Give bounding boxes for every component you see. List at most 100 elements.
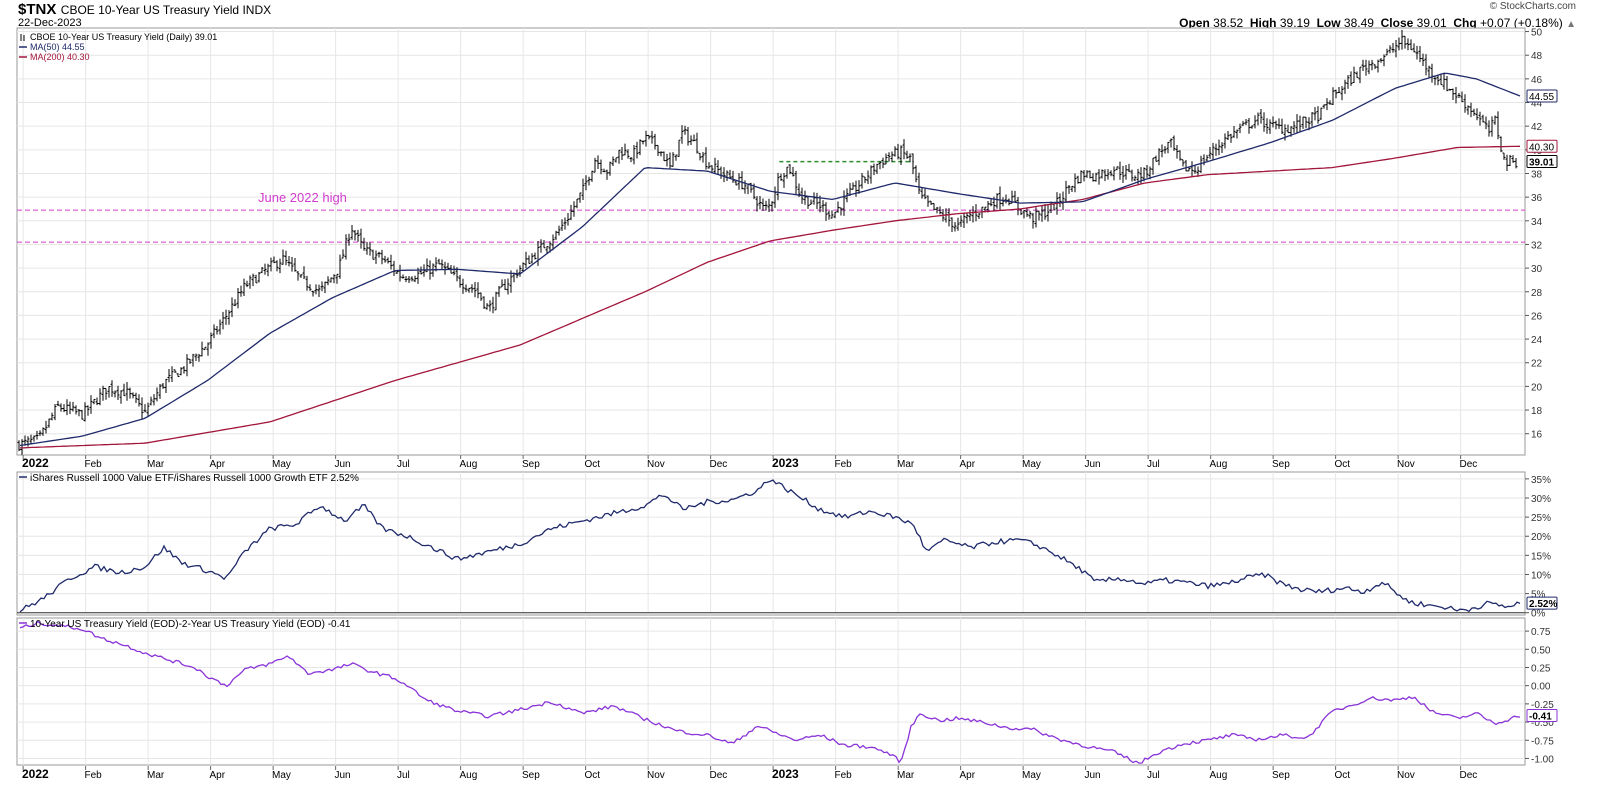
month-axis-top-label: Oct [1335, 459, 1351, 470]
close-value-tag: 39.01 [1526, 155, 1558, 169]
spread-axis-tick-label: 0.75 [1531, 627, 1551, 638]
month-axis-bottom-label: Sep [1272, 770, 1290, 781]
ma200-value-tag-text: 40.30 [1529, 142, 1554, 153]
ma50-value-tag-box [1526, 89, 1558, 103]
month-axis-bottom-label: Dec [1460, 770, 1478, 781]
spread-axis-tick-label: -0.75 [1531, 736, 1554, 747]
yield-axis-tick-label: 26 [1531, 311, 1543, 322]
value-growth-ratio-line [19, 479, 1521, 613]
yield-axis-tick-label: 30 [1531, 264, 1543, 275]
yield-spread-line [19, 620, 1521, 764]
yield-axis-tick-label: 42 [1531, 122, 1543, 133]
ratio-axis-tick-label: 25% [1531, 513, 1551, 524]
month-axis-bottom-label: Nov [1397, 770, 1415, 781]
close-value: 39.01 [1416, 16, 1447, 30]
month-axis-bottom-label: Aug [1210, 770, 1228, 781]
high-value: 39.19 [1279, 16, 1310, 30]
month-axis-top-label: Feb [835, 459, 853, 470]
high-label: High [1249, 16, 1277, 30]
month-axis-top-label: Aug [460, 459, 478, 470]
month-axis-top-label: Mar [897, 459, 915, 470]
month-axis-bottom-label: May [1022, 770, 1041, 781]
legend-entry: MA(200) 40.30 [30, 52, 90, 62]
month-axis-bottom-label: Oct [585, 770, 601, 781]
month-axis-top-label: 2022 [22, 456, 49, 470]
month-axis-top-label: Nov [1397, 459, 1415, 470]
symbol-title: $TNX CBOE 10-Year US Treasury Yield INDX [18, 1, 271, 19]
month-axis-bottom-label: Feb [85, 770, 103, 781]
ma200-value-tag: 40.30 [1526, 139, 1558, 153]
ratio-value-tag-box [1526, 596, 1558, 610]
june-2022-high-annotation: June 2022 high [258, 190, 347, 205]
yield-axis-tick-label: 20 [1531, 382, 1543, 393]
panel-frame [16, 617, 1526, 766]
ticker-symbol: $TNX [18, 1, 57, 18]
yield-axis-tick-label: 24 [1531, 335, 1543, 346]
open-value: 38.52 [1213, 16, 1244, 30]
yield-axis-tick-label: 16 [1531, 430, 1543, 441]
month-axis-top-label: May [1022, 459, 1041, 470]
month-axis-bottom-label: Apr [960, 770, 976, 781]
yield-axis-tick-label: 34 [1531, 217, 1543, 228]
chg-value: +0.07 (+0.18%) [1480, 16, 1563, 30]
change-up-arrow-icon: ▲ [1566, 19, 1576, 30]
ratio-axis-tick-label: 20% [1531, 532, 1551, 543]
low-value: 38.49 [1343, 16, 1374, 30]
spread-value-tag-box [1526, 709, 1558, 723]
month-axis-bottom-label: Feb [835, 770, 853, 781]
month-axis-top-label: Jun [335, 459, 351, 470]
legend-entry: MA(50) 44.55 [30, 42, 85, 52]
month-axis-bottom-label: Aug [460, 770, 478, 781]
ratio-axis-tick-label: 10% [1531, 570, 1551, 581]
yield-axis-tick-label: 48 [1531, 51, 1543, 62]
yield-axis-tick-label: 32 [1531, 240, 1543, 251]
month-axis-top-label: Dec [710, 459, 728, 470]
price-legend: CBOE 10-Year US Treasury Yield (Daily) 3… [19, 32, 217, 62]
panel-2 [16, 471, 1526, 616]
panel-frame [16, 471, 1526, 616]
month-axis-bottom-label: Jul [1147, 770, 1160, 781]
ratio-value-tag-text: 2.52% [1529, 599, 1557, 610]
spread-panel-title: 10-Year US Treasury Yield (EOD)-2-Year U… [30, 619, 351, 630]
yield-axis-tick-label: 44 [1531, 99, 1543, 110]
month-axis-top-label: Feb [85, 459, 103, 470]
ratio-axis-tick-label: 35% [1531, 475, 1551, 486]
ma50-value-tag-text: 44.55 [1529, 92, 1554, 103]
chg-label: Chg [1453, 16, 1477, 30]
close-value-tag-box [1526, 155, 1558, 169]
low-label: Low [1316, 16, 1341, 30]
ticker-description: CBOE 10-Year US Treasury Yield INDX [60, 3, 272, 17]
yield-axis-tick-label: 18 [1531, 406, 1543, 417]
spread-axis-tick-label: -0.50 [1531, 718, 1554, 729]
month-axis-top-label: Apr [960, 459, 976, 470]
month-axis-bottom-label: 2022 [22, 767, 49, 781]
ohlc-summary: Open 38.52 High 39.19 Low 38.49 Close 39… [1179, 16, 1576, 30]
month-axis-top-label: Jul [1147, 459, 1160, 470]
month-axis-top-label: Mar [147, 459, 165, 470]
ma200-line [19, 145, 1521, 449]
panel-3 [16, 617, 1526, 766]
month-axis-bottom-label: Apr [210, 770, 226, 781]
month-axis-bottom-label: 2023 [772, 767, 799, 781]
spread-axis-tick-label: 0.50 [1531, 645, 1551, 656]
yield-axis-tick-label: 36 [1531, 193, 1543, 204]
yield-axis-tick-label: 50 [1531, 28, 1543, 39]
month-axis-top-label: Dec [1460, 459, 1478, 470]
chart-date: 22-Dec-2023 [18, 17, 82, 29]
ratio-axis-tick-label: 0% [1531, 609, 1546, 620]
month-axis-bottom-label: Nov [647, 770, 665, 781]
month-axis-bottom-label: May [272, 770, 291, 781]
month-axis-top-label: Apr [210, 459, 226, 470]
month-axis-top-label: Jul [397, 459, 410, 470]
month-axis-bottom-label: Dec [710, 770, 728, 781]
month-axis-top-label: Oct [585, 459, 601, 470]
month-axis-top-label: Nov [647, 459, 665, 470]
yield-axis-tick-label: 46 [1531, 75, 1543, 86]
month-axis-top-label: May [272, 459, 291, 470]
month-axis-bottom-label: Jun [335, 770, 351, 781]
ma50-line [19, 72, 1521, 447]
ma200-value-tag-box [1526, 139, 1558, 153]
month-axis-top-label: Sep [1272, 459, 1290, 470]
open-label: Open [1179, 16, 1210, 30]
